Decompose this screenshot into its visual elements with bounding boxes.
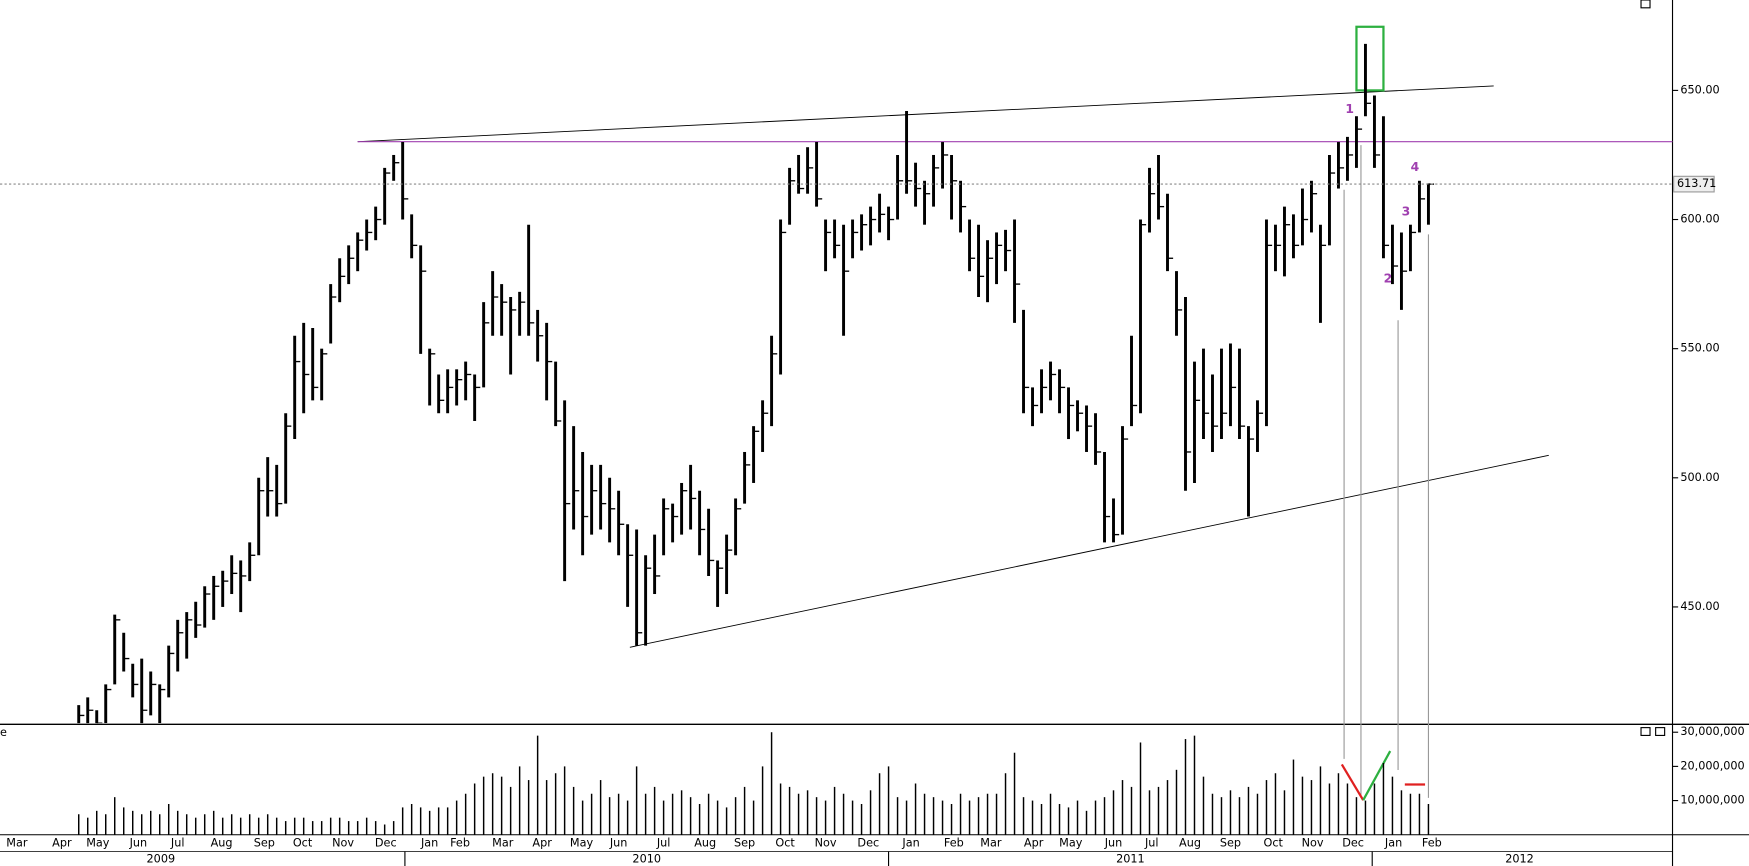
y-tick-label: 20,000,000	[1680, 759, 1744, 772]
year-label: 2009	[147, 852, 176, 865]
x-tick-label: Sep	[254, 837, 275, 850]
x-tick-label: Aug	[211, 837, 233, 850]
x-tick-label: Aug	[694, 837, 716, 850]
x-tick-label: Oct	[1264, 837, 1284, 850]
window-button[interactable]	[1640, 727, 1651, 736]
x-tick-label: Feb	[944, 837, 964, 850]
wave-label: 2	[1384, 272, 1393, 286]
x-tick-label: Feb	[1422, 837, 1442, 850]
x-tick-label: Dec	[375, 837, 397, 850]
year-label: 2012	[1505, 852, 1534, 865]
y-tick-label: 650.00	[1680, 83, 1719, 96]
y-tick-label: 600.00	[1680, 213, 1719, 226]
price-bars	[77, 43, 1435, 724]
x-tick-label: Mar	[492, 837, 514, 850]
x-tick-label: Dec	[857, 837, 879, 850]
volume-annotation	[1340, 763, 1365, 801]
x-tick-label: Jun	[609, 837, 628, 850]
trend-line	[629, 454, 1549, 648]
x-tick-label: Jul	[1144, 837, 1159, 850]
window-button[interactable]	[1640, 0, 1651, 9]
y-tick-label: 500.00	[1680, 471, 1719, 484]
highlight-box	[1355, 25, 1385, 92]
x-tick-label: Nov	[1302, 837, 1324, 850]
x-tick-label: Aug	[1179, 837, 1201, 850]
x-tick-label: Oct	[775, 837, 795, 850]
x-tick-label: Oct	[293, 837, 313, 850]
x-tick-label: Jul	[656, 837, 671, 850]
x-tick-label: Sep	[734, 837, 755, 850]
window-button[interactable]	[1655, 727, 1666, 736]
last-price-label: 613.71	[1677, 177, 1716, 190]
x-tick-label: Apr	[532, 837, 552, 850]
x-tick-label: Dec	[1342, 837, 1364, 850]
x-tick-label: Feb	[450, 837, 470, 850]
x-tick-label: Apr	[52, 837, 72, 850]
year-label: 2011	[1116, 852, 1145, 865]
wave-label: 1	[1345, 102, 1354, 116]
x-tick-label: May	[570, 837, 594, 850]
x-tick-label: Mar	[980, 837, 1002, 850]
x-tick-label: May	[1059, 837, 1083, 850]
x-tick-label: Jun	[1104, 837, 1123, 850]
trend-line	[357, 85, 1494, 143]
y-tick-label: 450.00	[1680, 600, 1719, 613]
year-label: 2010	[632, 852, 661, 865]
y-tick-label: 10,000,000	[1680, 794, 1744, 807]
y-tick-label: 550.00	[1680, 342, 1719, 355]
x-tick-label: Nov	[332, 837, 354, 850]
volume-label: e	[0, 726, 7, 739]
wave-label: 3	[1402, 205, 1411, 219]
x-tick-label: Jun	[129, 837, 148, 850]
x-tick-label: Jan	[901, 837, 919, 850]
x-tick-label: May	[86, 837, 110, 850]
y-tick-label: 30,000,000	[1680, 725, 1744, 738]
volume-annotation	[1362, 750, 1392, 801]
x-tick-label: Mar	[6, 837, 28, 850]
x-tick-label: Nov	[815, 837, 837, 850]
x-tick-label: Jul	[170, 837, 185, 850]
x-tick-label: Jan	[420, 837, 438, 850]
x-tick-label: Sep	[1220, 837, 1241, 850]
x-tick-label: Apr	[1024, 837, 1044, 850]
last-price-box	[1673, 175, 1715, 193]
wave-label: 4	[1411, 160, 1420, 174]
x-tick-label: Jan	[1384, 837, 1402, 850]
